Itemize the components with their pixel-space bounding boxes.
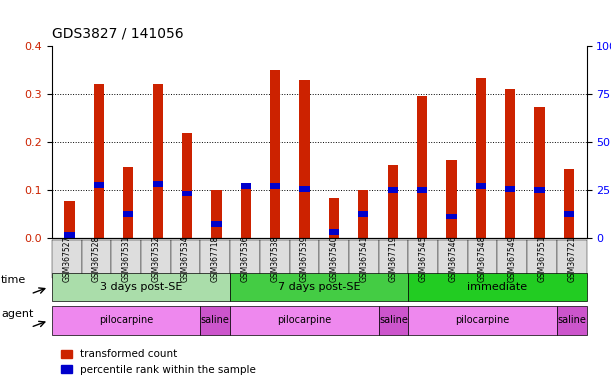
Bar — [241, 186, 251, 238]
Bar — [387, 165, 398, 238]
Text: GSM367539: GSM367539 — [300, 236, 309, 283]
Text: GSM367546: GSM367546 — [448, 236, 458, 283]
Bar — [564, 169, 574, 238]
Bar — [182, 190, 192, 196]
Text: pilocarpine: pilocarpine — [277, 315, 332, 326]
Bar — [535, 187, 544, 193]
Text: time: time — [1, 275, 26, 285]
Bar — [417, 187, 427, 193]
Bar — [417, 96, 427, 238]
Bar — [505, 186, 515, 192]
Bar — [211, 221, 222, 227]
Bar — [270, 184, 280, 189]
Text: GSM367531: GSM367531 — [122, 236, 131, 282]
Text: GSM367721: GSM367721 — [567, 236, 576, 282]
Bar — [64, 232, 75, 238]
Text: GSM367532: GSM367532 — [152, 236, 161, 282]
Bar — [299, 79, 310, 238]
Text: GDS3827 / 141056: GDS3827 / 141056 — [52, 27, 183, 41]
Text: 3 days post-SE: 3 days post-SE — [100, 282, 182, 292]
Bar — [123, 167, 133, 238]
Text: agent: agent — [1, 308, 34, 319]
Bar — [476, 184, 486, 189]
Bar — [329, 198, 339, 238]
Bar — [476, 78, 486, 238]
Bar — [299, 186, 310, 192]
Bar — [446, 214, 456, 219]
Text: saline: saline — [201, 315, 230, 326]
Text: pilocarpine: pilocarpine — [99, 315, 153, 326]
Text: GSM367527: GSM367527 — [62, 236, 71, 282]
Bar — [564, 211, 574, 217]
Text: pilocarpine: pilocarpine — [455, 315, 510, 326]
Text: GSM367528: GSM367528 — [92, 236, 101, 282]
Bar — [241, 184, 251, 189]
Text: saline: saline — [557, 315, 586, 326]
Bar — [387, 187, 398, 193]
Text: GSM367538: GSM367538 — [270, 236, 279, 282]
Bar — [535, 107, 544, 238]
Bar — [182, 134, 192, 238]
Bar — [505, 89, 515, 238]
Bar — [94, 84, 104, 238]
Bar — [211, 190, 222, 238]
Bar — [446, 160, 456, 238]
Text: GSM367549: GSM367549 — [508, 236, 517, 283]
Bar — [270, 70, 280, 238]
Text: GSM367718: GSM367718 — [211, 236, 220, 282]
Bar — [153, 84, 163, 238]
Legend: transformed count, percentile rank within the sample: transformed count, percentile rank withi… — [57, 345, 260, 379]
Text: GSM367534: GSM367534 — [181, 236, 190, 283]
Text: GSM367545: GSM367545 — [419, 236, 428, 283]
Bar — [123, 211, 133, 217]
Bar — [358, 190, 368, 238]
Text: immediate: immediate — [467, 282, 527, 292]
Text: GSM367551: GSM367551 — [538, 236, 546, 282]
Bar — [358, 211, 368, 217]
Bar — [153, 182, 163, 187]
Bar — [64, 201, 75, 238]
Text: GSM367540: GSM367540 — [329, 236, 338, 283]
Text: GSM367536: GSM367536 — [241, 236, 249, 283]
Text: saline: saline — [379, 315, 408, 326]
Text: GSM367548: GSM367548 — [478, 236, 487, 282]
Text: GSM367719: GSM367719 — [389, 236, 398, 282]
Text: GSM367541: GSM367541 — [359, 236, 368, 282]
Bar — [94, 182, 104, 188]
Text: 7 days post-SE: 7 days post-SE — [278, 282, 360, 292]
Bar — [329, 229, 339, 235]
